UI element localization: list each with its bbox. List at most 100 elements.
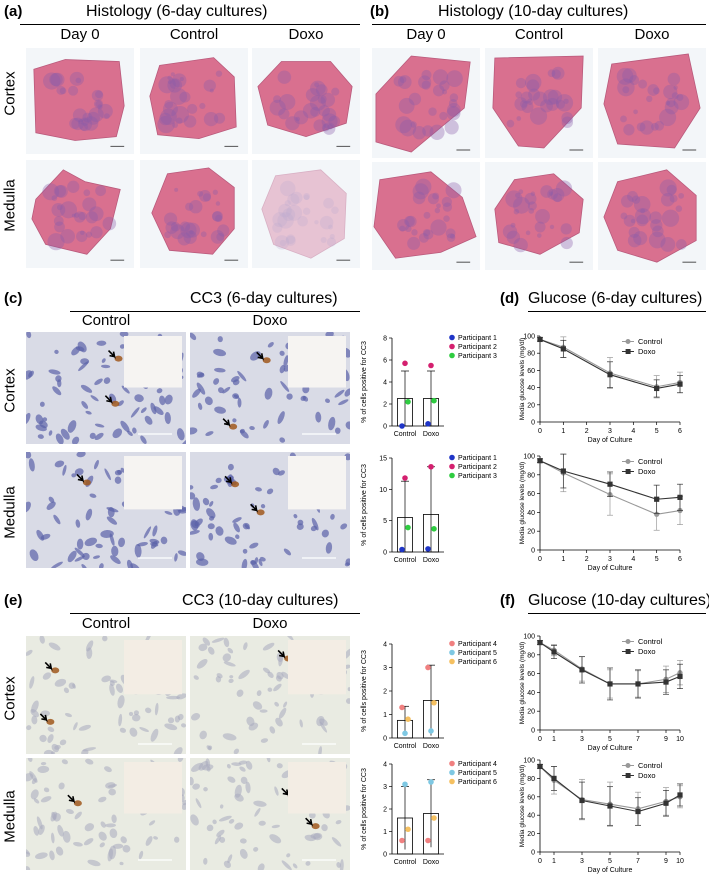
histology-image-a-cortex-control bbox=[140, 48, 248, 154]
data-point bbox=[551, 775, 557, 781]
x-tick-label: 10 bbox=[676, 736, 684, 743]
legend-marker bbox=[449, 760, 455, 767]
panel-d-title: Glucose (6-day cultures) bbox=[528, 290, 703, 307]
x-tick-label: 7 bbox=[636, 858, 640, 865]
x-tick-label: 10 bbox=[676, 858, 684, 865]
data-point bbox=[560, 468, 566, 474]
histology-image-a-medulla-doxo bbox=[252, 160, 360, 268]
y-tick-label: 60 bbox=[527, 671, 535, 678]
panel-c-col-control: Control bbox=[81, 312, 131, 329]
line-xlabel: Day of Culture bbox=[588, 867, 633, 874]
x-tick-label: 6 bbox=[678, 428, 682, 435]
panel-b-rule bbox=[372, 24, 706, 25]
x-tick-label: 5 bbox=[608, 736, 612, 743]
glucose-line-chart-d-medulla: Media glucose levels (mg/dl) Day of Cultu… bbox=[519, 454, 683, 572]
data-point bbox=[402, 475, 408, 481]
histology-image-b-medulla-day0 bbox=[372, 162, 480, 270]
panel-e-rule bbox=[70, 613, 360, 614]
data-point bbox=[399, 423, 405, 429]
legend-label: Participant 1 bbox=[458, 335, 497, 342]
data-point bbox=[431, 526, 437, 532]
histology-image-a-cortex-doxo bbox=[252, 48, 360, 154]
panel-e-row-cortex: Cortex bbox=[1, 676, 19, 721]
data-point bbox=[654, 511, 660, 517]
panel-b-col-day0: Day 0 bbox=[406, 26, 446, 43]
data-point bbox=[431, 397, 437, 404]
legend-label: Control bbox=[638, 457, 663, 466]
x-tick-label: Control bbox=[394, 859, 417, 866]
data-point bbox=[607, 681, 613, 687]
data-point bbox=[677, 381, 683, 387]
y-tick-label: 60 bbox=[527, 794, 535, 801]
data-point bbox=[402, 781, 408, 788]
y-tick-label: 80 bbox=[527, 776, 535, 783]
x-tick-label: Doxo bbox=[423, 431, 439, 438]
panel-a-row-medulla: Medulla bbox=[1, 179, 19, 232]
legend-marker bbox=[625, 459, 631, 464]
y-tick-label: 100 bbox=[523, 334, 535, 341]
line-xlabel: Day of Culture bbox=[588, 565, 633, 572]
panel-e-col-doxo: Doxo bbox=[252, 615, 288, 632]
histology-image-b-cortex-control bbox=[485, 48, 593, 158]
data-point bbox=[405, 524, 411, 531]
panel-f-label: (f) bbox=[500, 592, 515, 609]
panel-c-row-cortex: Cortex bbox=[1, 368, 19, 413]
data-point bbox=[677, 673, 683, 680]
glucose-line-chart-f-medulla: Media glucose levels (mg/dl) Day of Cultu… bbox=[519, 758, 684, 875]
data-point bbox=[579, 797, 585, 804]
y-tick-label: 2 bbox=[383, 402, 387, 409]
panel-c-col-doxo: Doxo bbox=[252, 312, 288, 329]
legend-label: Participant 5 bbox=[458, 770, 497, 777]
legend-label: Participant 4 bbox=[458, 761, 497, 768]
line-xlabel: Day of Culture bbox=[588, 745, 633, 752]
panel-b-label: (b) bbox=[370, 3, 390, 20]
data-point bbox=[677, 494, 683, 500]
bar-ylabel: % of cells positive for CC3 bbox=[361, 650, 368, 732]
x-tick-label: 0 bbox=[538, 858, 542, 865]
panel-b-title: Histology (10-day cultures) bbox=[438, 3, 629, 20]
y-tick-label: 20 bbox=[527, 529, 535, 536]
x-tick-label: 1 bbox=[552, 736, 556, 743]
panel-a-col-doxo: Doxo bbox=[288, 26, 324, 43]
data-point bbox=[537, 336, 543, 343]
x-tick-label: 3 bbox=[608, 556, 612, 563]
data-point bbox=[425, 421, 431, 427]
y-tick-label: 20 bbox=[527, 709, 535, 716]
legend-marker bbox=[625, 349, 631, 354]
panel-d-label: (d) bbox=[500, 290, 520, 307]
x-tick-label: 3 bbox=[608, 428, 612, 435]
y-tick-label: 4 bbox=[383, 380, 387, 387]
line-xlabel: Day of Culture bbox=[588, 437, 633, 444]
y-tick-label: 0 bbox=[531, 728, 535, 735]
panel-c-label: (c) bbox=[4, 290, 23, 307]
glucose-line-chart-f-cortex: Media glucose levels (mg/dl) Day of Cultu… bbox=[519, 634, 684, 753]
y-tick-label: 4 bbox=[383, 642, 387, 649]
data-point bbox=[635, 681, 641, 687]
data-point bbox=[607, 481, 613, 487]
data-point bbox=[428, 463, 434, 470]
data-point bbox=[399, 837, 405, 844]
legend-marker bbox=[449, 334, 455, 341]
x-tick-label: 1 bbox=[561, 556, 565, 563]
y-tick-label: 40 bbox=[527, 385, 535, 392]
legend-marker bbox=[625, 639, 631, 644]
panel-c-title: CC3 (6-day cultures) bbox=[190, 290, 338, 307]
x-tick-label: 0 bbox=[538, 556, 542, 563]
data-point bbox=[560, 346, 566, 352]
panel-a-col-control: Control bbox=[169, 26, 219, 43]
y-tick-label: 3 bbox=[383, 784, 387, 791]
legend-marker bbox=[449, 454, 455, 461]
panel-e-col-control: Control bbox=[81, 615, 131, 632]
x-tick-label: 4 bbox=[631, 428, 635, 435]
legend-label: Participant 5 bbox=[458, 650, 497, 657]
data-point bbox=[607, 372, 613, 378]
x-tick-label: 0 bbox=[538, 736, 542, 743]
x-tick-label: Doxo bbox=[423, 859, 439, 866]
bar-ylabel: % of cells positive for CC3 bbox=[361, 341, 368, 423]
data-point bbox=[405, 716, 411, 722]
line-ylabel: Media glucose levels (mg/dl) bbox=[519, 338, 526, 420]
x-tick-label: 1 bbox=[552, 858, 556, 865]
histology-image-a-medulla-control bbox=[140, 160, 248, 268]
data-point bbox=[405, 826, 411, 833]
y-tick-label: 4 bbox=[383, 762, 387, 769]
